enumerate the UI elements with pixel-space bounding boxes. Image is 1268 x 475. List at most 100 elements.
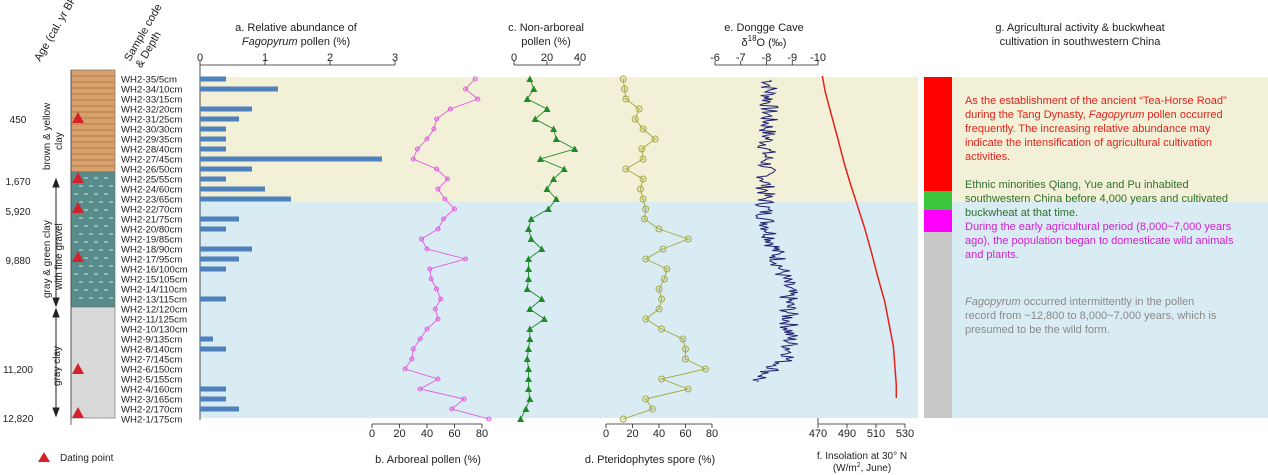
sample-code-title: Sample code& Depth bbox=[122, 2, 176, 70]
tick-label: -8 bbox=[762, 52, 772, 64]
data-point bbox=[682, 345, 689, 353]
data-point bbox=[651, 135, 659, 143]
tick-label: 80 bbox=[706, 428, 718, 440]
data-point bbox=[622, 165, 630, 173]
data-point bbox=[540, 315, 548, 322]
header-c-2: pollen (%) bbox=[521, 36, 571, 48]
data-point bbox=[526, 335, 534, 342]
sample-label: WH2-22/70cm bbox=[121, 205, 182, 216]
data-point bbox=[552, 195, 560, 202]
sample-label: WH2-14/110cm bbox=[121, 285, 187, 296]
data-point bbox=[639, 125, 647, 133]
sample-label: WH2-13/115cm bbox=[121, 295, 187, 306]
tick-label: 1 bbox=[262, 52, 268, 64]
sample-label: WH2-8/140cm bbox=[121, 345, 182, 356]
dating-point bbox=[72, 172, 84, 183]
data-point bbox=[525, 345, 533, 352]
header-g-2: cultivation in southwestern China bbox=[1000, 36, 1162, 48]
header-f: f. Insolation at 30° N bbox=[817, 451, 907, 462]
sample-label: WH2-16/100cm bbox=[121, 265, 188, 276]
agri-text-2: Ethnic minorities Qiang, Yue and Pu inha… bbox=[965, 179, 1231, 219]
agri-text-1: As the establishment of the ancient “Tea… bbox=[965, 95, 1230, 163]
sample-label: WH2-9/135cm bbox=[121, 335, 182, 346]
data-point bbox=[660, 275, 668, 283]
sample-label: WH2-33/15cm bbox=[121, 95, 182, 106]
data-point bbox=[526, 305, 534, 312]
sample-label: WH2-23/65cm bbox=[121, 195, 182, 206]
fagopyrum-bar bbox=[200, 136, 226, 142]
panel-axes: 0 1 2 3 0 20 40 60 80 0 20 40 0 20 40 60 80 -6 -7 -8 -9 -10 47… bbox=[197, 52, 914, 440]
sample-label: WH2-30/30cm bbox=[121, 125, 182, 136]
upper-zone-background bbox=[200, 77, 918, 202]
fagopyrum-bar bbox=[200, 196, 291, 202]
sample-label: WH2-19/85cm bbox=[121, 235, 182, 246]
data-point bbox=[637, 185, 644, 193]
data-point bbox=[531, 115, 539, 122]
data-point bbox=[525, 385, 533, 392]
header-d: d. Pteridophytes spore (%) bbox=[585, 454, 715, 466]
dating-point bbox=[72, 407, 84, 418]
dating-point bbox=[72, 202, 84, 213]
fagopyrum-bar bbox=[200, 166, 252, 172]
data-point bbox=[523, 285, 531, 292]
data-point bbox=[682, 355, 689, 363]
data-point bbox=[543, 105, 551, 112]
data-point bbox=[530, 85, 538, 92]
data-point bbox=[527, 215, 535, 222]
sample-label: WH2-2/170cm bbox=[121, 405, 182, 416]
data-point bbox=[538, 295, 546, 302]
fagopyrum-bar bbox=[200, 336, 213, 342]
sample-label: WH2-21/75cm bbox=[121, 215, 182, 226]
data-point bbox=[619, 415, 627, 423]
fagopyrum-bar bbox=[200, 346, 226, 352]
sample-label: WH2-24/60cm bbox=[121, 185, 182, 196]
dating-points bbox=[72, 112, 84, 418]
dating-point bbox=[72, 112, 84, 123]
data-point bbox=[658, 375, 666, 383]
dating-point bbox=[72, 251, 84, 262]
data-point bbox=[543, 185, 551, 192]
agri-bar-early bbox=[924, 210, 952, 232]
tick-label: -6 bbox=[710, 52, 720, 64]
fagopyrum-bar bbox=[200, 176, 226, 182]
tick-label: -7 bbox=[736, 52, 746, 64]
tick-label: 3 bbox=[392, 52, 398, 64]
lower-zone-background bbox=[200, 202, 918, 418]
data-point bbox=[659, 245, 667, 253]
insolation-line bbox=[821, 75, 898, 398]
data-point bbox=[631, 115, 639, 123]
sample-label: WH2-6/150cm bbox=[121, 365, 182, 376]
tick-label: -10 bbox=[810, 52, 826, 64]
lithology-label: clay bbox=[54, 132, 65, 150]
data-point bbox=[552, 135, 560, 142]
sample-label: WH2-12/120cm bbox=[121, 305, 188, 316]
header-f-2: (W/m2, June) bbox=[833, 462, 891, 474]
sample-label: WH2-5/155cm bbox=[121, 375, 182, 386]
data-point bbox=[527, 235, 535, 242]
lithology-label: gray & green clay bbox=[42, 220, 53, 298]
header-e: e. Dongge Cave bbox=[724, 22, 804, 34]
fagopyrum-bar bbox=[200, 126, 226, 132]
header-a-2: Fagopyrum pollen (%) bbox=[242, 36, 350, 48]
tick-label: 490 bbox=[838, 428, 856, 440]
data-point bbox=[635, 105, 643, 113]
legend-dating-marker bbox=[38, 452, 50, 462]
agri-bar-wild bbox=[924, 232, 952, 418]
data-point bbox=[658, 325, 666, 333]
data-point bbox=[679, 335, 687, 343]
sample-label: WH2-20/80cm bbox=[121, 225, 182, 236]
fagopyrum-bar bbox=[200, 296, 226, 302]
lithology-arrows bbox=[52, 177, 60, 418]
data-point bbox=[525, 265, 533, 272]
fagopyrum-bar bbox=[200, 86, 278, 92]
tick-label: 510 bbox=[867, 428, 885, 440]
data-point bbox=[526, 75, 534, 82]
data-point bbox=[523, 95, 531, 102]
tick-label: 0 bbox=[369, 428, 375, 440]
fagopyrum-bar bbox=[200, 116, 239, 122]
fagopyrum-bar bbox=[200, 146, 226, 152]
fagopyrum-bar bbox=[200, 106, 252, 112]
data-point bbox=[526, 325, 534, 332]
data-point bbox=[640, 215, 648, 223]
